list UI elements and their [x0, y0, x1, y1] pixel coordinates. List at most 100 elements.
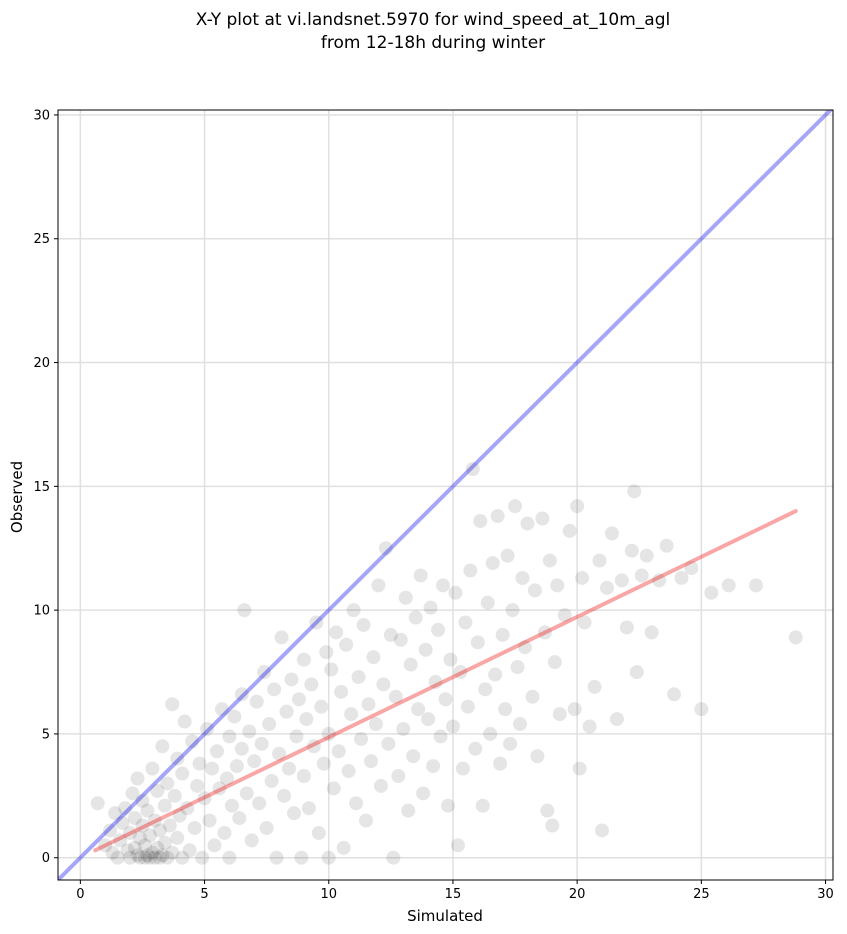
data-point: [299, 712, 314, 727]
data-point: [363, 754, 378, 769]
data-point: [284, 672, 299, 687]
data-point: [209, 744, 224, 759]
data-point: [639, 548, 654, 563]
y-tick-label: 15: [33, 480, 50, 495]
data-point: [279, 704, 294, 719]
data-point: [453, 665, 468, 680]
data-point: [508, 499, 523, 514]
x-tick-label: 30: [817, 887, 834, 902]
data-point: [488, 667, 503, 682]
data-point: [341, 764, 356, 779]
data-point: [527, 583, 542, 598]
plot-frame: [57, 109, 834, 881]
data-point: [547, 655, 562, 670]
data-point: [368, 717, 383, 732]
data-point: [582, 719, 597, 734]
data-point: [346, 603, 361, 618]
data-point: [145, 761, 160, 776]
data-point: [629, 665, 644, 680]
data-point: [391, 769, 406, 784]
data-point: [249, 694, 264, 709]
data-point: [627, 484, 642, 499]
data-point: [567, 702, 582, 717]
data-point: [147, 813, 162, 828]
data-point: [463, 563, 478, 578]
data-point: [344, 707, 359, 722]
data-point: [150, 783, 165, 798]
data-point: [592, 553, 607, 568]
reference-lines: [58, 110, 833, 880]
data-point: [105, 845, 120, 860]
data-point: [540, 803, 555, 818]
data-point: [108, 806, 123, 821]
data-point: [644, 625, 659, 640]
data-point: [475, 798, 490, 813]
data-point: [339, 637, 354, 652]
data-point: [314, 699, 329, 714]
data-point: [170, 751, 185, 766]
data-point: [120, 843, 135, 858]
data-point: [140, 803, 155, 818]
data-point: [160, 850, 175, 865]
data-point: [604, 526, 619, 541]
data-point: [408, 610, 423, 625]
data-point: [468, 741, 483, 756]
data-point: [321, 850, 336, 865]
data-point: [376, 677, 391, 692]
data-point: [212, 781, 227, 796]
data-point: [503, 736, 518, 751]
data-point: [289, 729, 304, 744]
data-point: [359, 813, 374, 828]
data-point: [222, 850, 237, 865]
data-point: [440, 798, 455, 813]
data-point: [157, 835, 172, 850]
data-point: [311, 825, 326, 840]
data-point: [458, 615, 473, 630]
data-point: [301, 801, 316, 816]
data-point: [748, 578, 763, 593]
data-point: [505, 603, 520, 618]
data-point: [262, 717, 277, 732]
data-point: [354, 731, 369, 746]
data-point: [128, 840, 143, 855]
data-point: [386, 850, 401, 865]
data-point: [575, 570, 590, 585]
data-point: [175, 766, 190, 781]
data-point: [115, 816, 130, 831]
data-point: [324, 662, 339, 677]
axis-ticks: 0 5 10 15 20 25 30 0 5 10 15 20 25 30: [33, 108, 833, 902]
data-point: [237, 603, 252, 618]
data-point: [282, 761, 297, 776]
data-point: [145, 845, 160, 860]
data-point: [142, 850, 157, 865]
data-point: [460, 699, 475, 714]
data-point: [205, 761, 220, 776]
data-point: [202, 813, 217, 828]
data-point: [336, 840, 351, 855]
data-point: [259, 821, 274, 836]
data-point: [562, 523, 577, 538]
data-point: [274, 630, 289, 645]
data-point: [160, 776, 175, 791]
data-point: [416, 786, 431, 801]
data-point: [423, 600, 438, 615]
data-point: [182, 843, 197, 858]
chart-title-line-1: X-Y plot at vi.landsnet.5970 for wind_sp…: [196, 10, 670, 30]
data-point: [721, 578, 736, 593]
data-point: [378, 541, 393, 556]
data-point: [403, 657, 418, 672]
data-point: [788, 630, 803, 645]
data-point: [277, 788, 292, 803]
data-point: [264, 773, 279, 788]
data-point: [257, 665, 272, 680]
data-point: [125, 786, 140, 801]
identity-line: [58, 110, 833, 880]
data-point: [306, 739, 321, 754]
data-point: [361, 697, 376, 712]
data-point: [393, 632, 408, 647]
data-point: [165, 697, 180, 712]
data-point: [319, 645, 334, 660]
data-point: [599, 580, 614, 595]
data-point: [177, 714, 192, 729]
